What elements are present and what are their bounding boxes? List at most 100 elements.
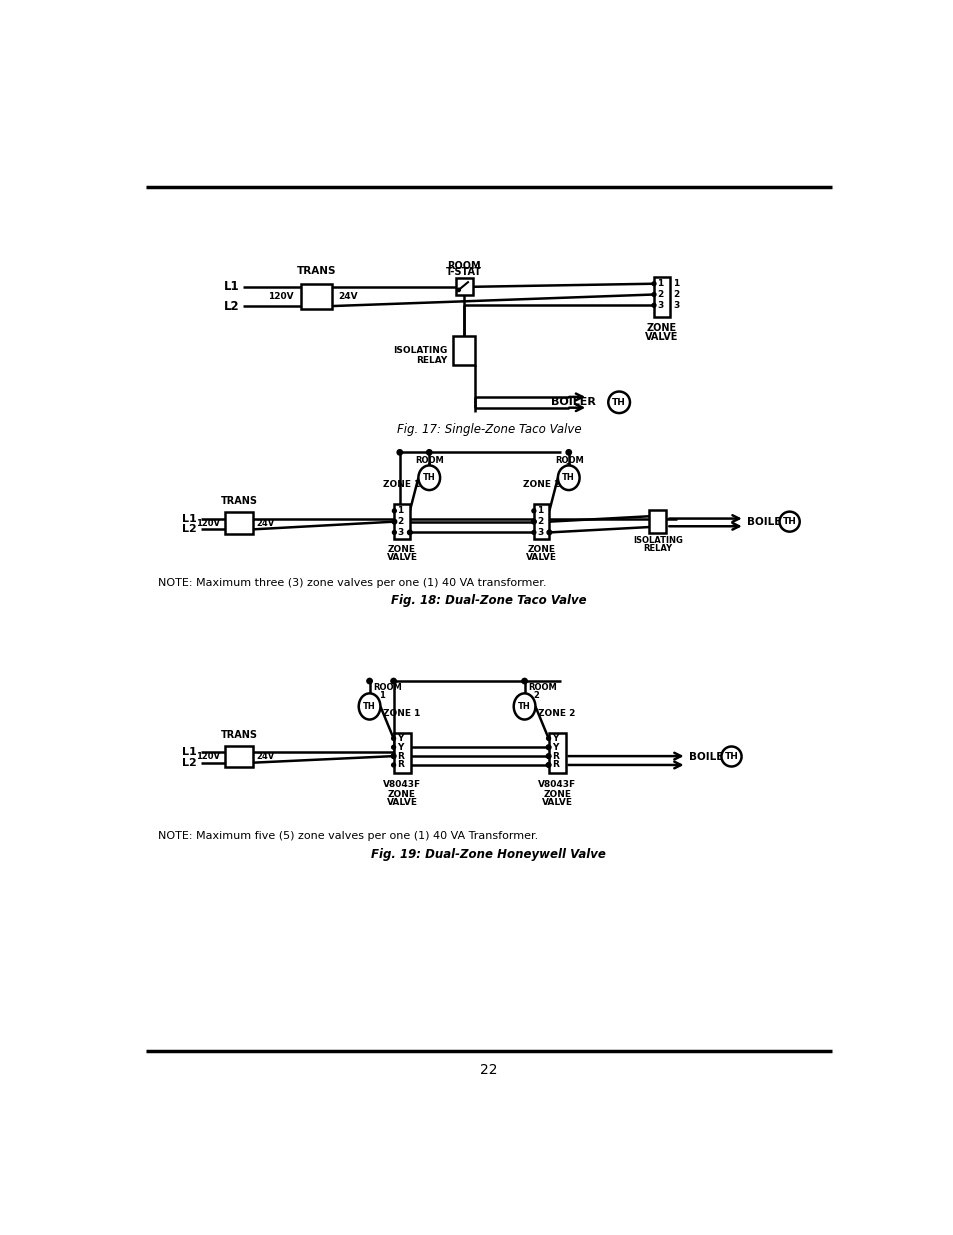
Text: 2: 2 bbox=[565, 463, 571, 472]
Bar bbox=[456, 278, 472, 295]
Text: ROOM: ROOM bbox=[528, 683, 557, 693]
Text: R: R bbox=[551, 752, 558, 761]
Text: TH: TH bbox=[561, 473, 575, 482]
Circle shape bbox=[392, 736, 395, 740]
Circle shape bbox=[779, 511, 799, 531]
Circle shape bbox=[565, 450, 571, 454]
Circle shape bbox=[546, 763, 550, 767]
Text: 120V: 120V bbox=[195, 519, 220, 527]
Text: ZONE: ZONE bbox=[646, 322, 676, 332]
Bar bbox=[394, 732, 410, 773]
Text: ZONE: ZONE bbox=[542, 789, 571, 799]
Circle shape bbox=[456, 288, 460, 291]
Bar bbox=[225, 513, 253, 534]
Text: ROOM: ROOM bbox=[555, 456, 583, 466]
Text: TH: TH bbox=[422, 473, 436, 482]
Text: Y: Y bbox=[396, 742, 403, 752]
Text: 2: 2 bbox=[534, 692, 539, 700]
Circle shape bbox=[391, 753, 395, 758]
Text: T-STAT: T-STAT bbox=[446, 267, 481, 277]
Text: 24V: 24V bbox=[256, 752, 274, 761]
Text: ISOLATING: ISOLATING bbox=[632, 536, 682, 545]
Text: L1: L1 bbox=[224, 280, 239, 293]
Text: V8043F: V8043F bbox=[383, 781, 420, 789]
Text: ZONE: ZONE bbox=[388, 545, 416, 553]
Text: 120V: 120V bbox=[268, 291, 294, 301]
Text: Y: Y bbox=[551, 734, 558, 743]
Text: TH: TH bbox=[363, 701, 375, 711]
Circle shape bbox=[546, 755, 550, 758]
Text: ZONE 1: ZONE 1 bbox=[383, 709, 420, 718]
Circle shape bbox=[392, 763, 395, 767]
Bar bbox=[548, 732, 565, 773]
Text: L1: L1 bbox=[182, 514, 196, 524]
Text: VALVE: VALVE bbox=[541, 798, 572, 808]
Circle shape bbox=[407, 530, 412, 535]
Circle shape bbox=[367, 678, 372, 684]
Text: R: R bbox=[396, 761, 403, 769]
Circle shape bbox=[392, 509, 395, 513]
Text: Fig. 17: Single-Zone Taco Valve: Fig. 17: Single-Zone Taco Valve bbox=[396, 422, 580, 436]
Text: ZONE 1: ZONE 1 bbox=[383, 480, 420, 489]
Text: 120V: 120V bbox=[195, 752, 220, 761]
Circle shape bbox=[652, 293, 656, 296]
Text: BOILER: BOILER bbox=[551, 398, 596, 408]
Ellipse shape bbox=[358, 693, 380, 720]
Circle shape bbox=[521, 678, 527, 684]
Circle shape bbox=[531, 520, 536, 524]
Circle shape bbox=[720, 746, 740, 767]
Circle shape bbox=[532, 509, 536, 513]
Text: TRANS: TRANS bbox=[221, 496, 257, 506]
Bar bbox=[534, 504, 549, 540]
Text: 1: 1 bbox=[397, 506, 403, 515]
Text: ZONE 2: ZONE 2 bbox=[522, 480, 559, 489]
Circle shape bbox=[546, 753, 550, 758]
Circle shape bbox=[392, 520, 396, 524]
Text: ROOM: ROOM bbox=[373, 683, 402, 693]
Bar bbox=[649, 510, 666, 534]
Circle shape bbox=[396, 450, 402, 454]
Circle shape bbox=[652, 304, 656, 308]
Text: ROOM: ROOM bbox=[415, 456, 443, 466]
Text: L2: L2 bbox=[182, 525, 196, 535]
Ellipse shape bbox=[513, 693, 535, 720]
Text: RELAY: RELAY bbox=[416, 356, 447, 366]
Text: 24V: 24V bbox=[256, 519, 274, 527]
Circle shape bbox=[546, 736, 550, 740]
Text: VALVE: VALVE bbox=[644, 332, 678, 342]
Circle shape bbox=[608, 391, 629, 412]
Circle shape bbox=[391, 678, 395, 684]
Text: TH: TH bbox=[781, 517, 796, 526]
Text: L2: L2 bbox=[182, 757, 196, 768]
Bar bbox=[394, 504, 410, 540]
Circle shape bbox=[392, 520, 395, 524]
Circle shape bbox=[546, 763, 550, 767]
Circle shape bbox=[546, 745, 550, 750]
Text: 2: 2 bbox=[397, 517, 403, 526]
Text: 1: 1 bbox=[378, 692, 384, 700]
Text: L1: L1 bbox=[182, 747, 196, 757]
Text: TH: TH bbox=[723, 752, 738, 761]
Circle shape bbox=[392, 531, 395, 535]
Text: Y: Y bbox=[396, 734, 403, 743]
Text: 1: 1 bbox=[537, 506, 542, 515]
Text: R: R bbox=[396, 752, 403, 761]
Text: 1: 1 bbox=[426, 463, 432, 472]
Text: 3: 3 bbox=[397, 527, 403, 537]
Text: NOTE: Maximum five (5) zone valves per one (1) 40 VA Transformer.: NOTE: Maximum five (5) zone valves per o… bbox=[158, 831, 537, 841]
Circle shape bbox=[392, 755, 395, 758]
Text: 2: 2 bbox=[657, 290, 662, 299]
Text: R: R bbox=[551, 761, 558, 769]
Text: VALVE: VALVE bbox=[386, 798, 417, 808]
Text: 1: 1 bbox=[673, 279, 679, 288]
Circle shape bbox=[426, 450, 432, 454]
Text: ISOLATING: ISOLATING bbox=[393, 346, 447, 356]
Text: 3: 3 bbox=[673, 301, 679, 310]
Text: L2: L2 bbox=[224, 300, 239, 312]
Text: NOTE: Maximum three (3) zone valves per one (1) 40 VA transformer.: NOTE: Maximum three (3) zone valves per … bbox=[158, 578, 546, 588]
Text: ZONE: ZONE bbox=[527, 545, 555, 553]
Text: Fig. 18: Dual-Zone Taco Valve: Fig. 18: Dual-Zone Taco Valve bbox=[391, 594, 586, 606]
Text: ZONE 2: ZONE 2 bbox=[537, 709, 576, 718]
Text: 3: 3 bbox=[657, 301, 662, 310]
Circle shape bbox=[392, 746, 395, 750]
